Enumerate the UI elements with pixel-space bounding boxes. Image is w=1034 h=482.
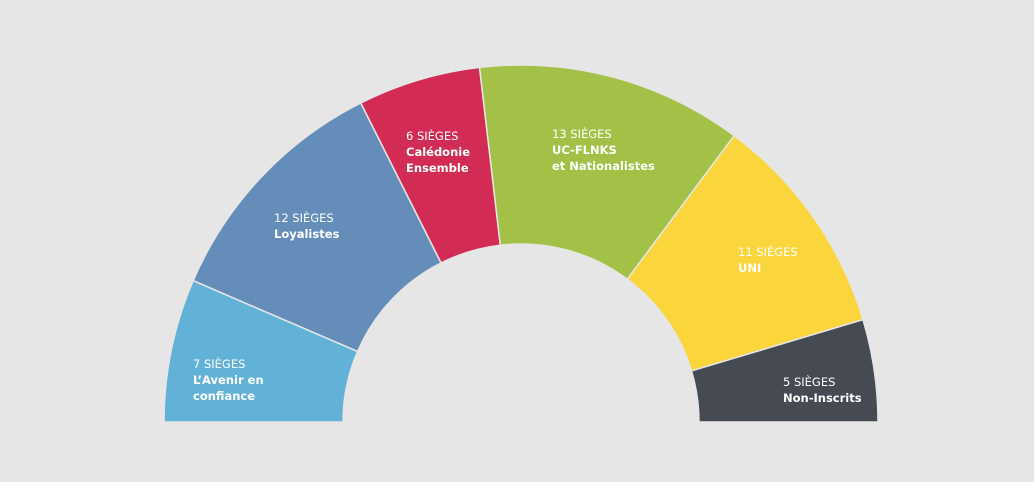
hemicycle-labels: 7 SIÈGES L’Avenir en confiance 12 SIÈGES Loy… xyxy=(193,126,862,405)
segment-label-0: 7 SIÈGES L’Avenir en confiance xyxy=(193,356,264,403)
party-label: Non-Inscrits xyxy=(783,391,862,405)
segment-label-5: 5 SIÈGES Non-Inscrits xyxy=(783,374,862,405)
seats-label: 5 SIÈGES xyxy=(783,374,835,389)
seats-label: 7 SIÈGES xyxy=(193,356,245,371)
party-label: Ensemble xyxy=(406,161,469,175)
seats-label: 13 SIÈGES xyxy=(552,126,612,141)
party-label: UC-FLNKS xyxy=(552,143,617,157)
party-label: Loyalistes xyxy=(274,227,340,241)
seats-label: 12 SIÈGES xyxy=(274,210,334,225)
seats-label: 6 SIÈGES xyxy=(406,128,458,143)
party-label: Calédonie xyxy=(406,145,470,159)
party-label: et Nationalistes xyxy=(552,159,655,173)
segment-label-2: 6 SIÈGES Calédonie Ensemble xyxy=(406,128,470,175)
seats-label: 11 SIÈGES xyxy=(738,244,798,259)
party-label: UNI xyxy=(738,261,761,275)
segment-label-1: 12 SIÈGES Loyalistes xyxy=(274,210,340,241)
segment-3 xyxy=(478,64,736,281)
hemicycle-segments xyxy=(163,64,879,423)
party-label: L’Avenir en xyxy=(193,373,264,387)
segment-label-3: 13 SIÈGES UC-FLNKS et Nationalistes xyxy=(552,126,655,173)
segment-label-4: 11 SIÈGES UNI xyxy=(738,244,798,275)
party-label: confiance xyxy=(193,389,255,403)
segment-5 xyxy=(690,318,879,423)
